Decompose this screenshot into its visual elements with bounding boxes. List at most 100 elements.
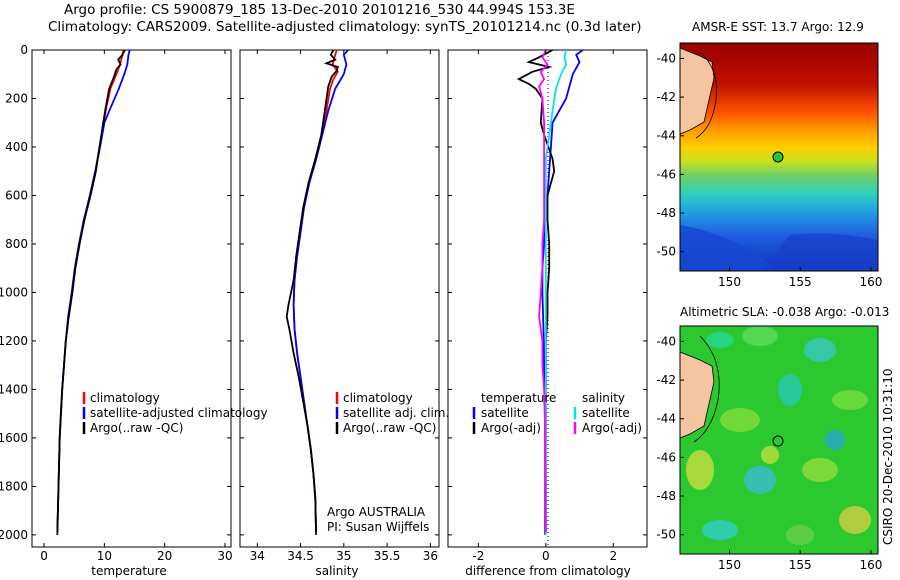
sla-map-axes (679, 325, 879, 555)
pi-annotation: PI: Susan Wijffels (327, 520, 429, 534)
temperature-xlabel: temperature (91, 564, 166, 578)
map-y-tick-label: -46 (656, 167, 676, 181)
map-y-tick-label: -40 (656, 334, 676, 348)
salinity-legend: climatology satellite adj. clim. Argo(..… (335, 391, 449, 435)
series-line-satellite-adjusted-climatology (56, 50, 131, 535)
map-y-tick-label: -50 (656, 245, 676, 259)
map-y-tick-label: -50 (656, 528, 676, 542)
salinity-axes (239, 49, 440, 548)
sla-anomaly-blob (832, 390, 868, 410)
salinity-xlabel: salinity (315, 564, 358, 578)
sla-anomaly-blob (778, 374, 802, 406)
sla-anomaly-blob (804, 338, 836, 362)
y-tick-label: 1200 (0, 334, 28, 348)
map-y-tick-label: -40 (656, 51, 676, 65)
legend-entry: Argo(..raw -QC) (343, 421, 436, 435)
map-y-tick-label: -42 (656, 373, 676, 387)
y-tick-label: 2000 (0, 528, 28, 542)
sla-anomaly-blob (825, 430, 845, 450)
sla-anomaly-blob (686, 450, 714, 490)
temperature-series-layer (56, 50, 131, 535)
y-tick-label: 800 (5, 237, 28, 251)
x-tick-label: 36 (423, 549, 438, 563)
y-tick-label: 200 (5, 91, 28, 105)
temperature-axes (31, 49, 232, 548)
legend-group-title: salinity (582, 391, 625, 405)
cold-tongue (760, 233, 878, 271)
map-x-tick-label: 160 (859, 558, 882, 572)
y-tick-label: 1000 (0, 285, 28, 299)
sla-anomaly-blob (802, 458, 838, 482)
salinity-series-layer (285, 50, 349, 535)
x-tick-label: 34.5 (287, 549, 314, 563)
contour-line (693, 335, 720, 443)
map-x-tick-label: 155 (789, 275, 812, 289)
difference-xlabel: difference from climatology (465, 564, 631, 578)
map-y-tick-label: -48 (656, 206, 676, 220)
legend-entry: satellite (582, 406, 630, 420)
x-tick-label: 0 (542, 549, 550, 563)
legend-entry: Argo(-adj) (481, 421, 541, 435)
map-x-tick-label: 150 (718, 558, 741, 572)
chart-title-line1: Argo profile: CS 5900879_185 13-Dec-2010… (64, 2, 575, 18)
x-tick-label: -2 (472, 549, 484, 563)
difference-series-layer (516, 50, 584, 535)
series-line-salinity-argo-adj- (538, 50, 549, 533)
cold-tongue (680, 225, 775, 271)
difference-axes (447, 49, 648, 548)
map-y-tick-label: -46 (656, 450, 676, 464)
series-line-climatology (292, 50, 339, 535)
sla-anomaly-blob (720, 408, 760, 432)
map-x-tick-label: 160 (859, 275, 882, 289)
y-tick-label: 600 (5, 188, 28, 202)
sst-map (679, 42, 879, 272)
legend-entry: climatology (343, 391, 413, 405)
map-y-tick-label: -44 (656, 412, 676, 426)
map-y-tick-label: -44 (656, 129, 676, 143)
legend-entry: satellite-adjusted climatology (90, 406, 268, 420)
x-tick-label: 34 (250, 549, 265, 563)
series-line-argo-raw-qc- (285, 50, 339, 533)
sla-anomaly-blob (786, 525, 814, 545)
y-tick-label: 1800 (0, 479, 28, 493)
legend-entry: climatology (90, 391, 160, 405)
y-tick-label: 400 (5, 140, 28, 154)
contour-line (695, 51, 718, 139)
x-tick-label: 2 (609, 549, 617, 563)
land-tasmania (679, 47, 715, 135)
series-line-argo-raw-qc- (56, 50, 126, 533)
sst-map-title: AMSR-E SST: 13.7 Argo: 12.9 (692, 20, 864, 34)
argo-float-marker (772, 435, 784, 447)
land-tasmania (679, 351, 715, 439)
sla-anomaly-blob (706, 332, 734, 348)
chart-title-line2: Climatology: CARS2009. Satellite-adjuste… (48, 19, 642, 35)
x-tick-label: 0 (40, 549, 48, 563)
x-tick-label: 35.5 (374, 549, 401, 563)
difference-legend: temperature salinity satellite satellite… (472, 391, 642, 435)
map-y-tick-label: -42 (656, 90, 676, 104)
legend-entry: Argo(-adj) (582, 421, 642, 435)
sla-anomaly-blob (742, 326, 778, 346)
sla-anomaly-blob (744, 466, 776, 494)
series-line-climatology (56, 50, 125, 535)
map-y-tick-label: -48 (656, 489, 676, 503)
map-x-tick-label: 150 (718, 275, 741, 289)
x-tick-label: 10 (97, 549, 112, 563)
temperature-legend: climatology satellite-adjusted climatolo… (82, 391, 268, 435)
x-tick-label: 20 (157, 549, 172, 563)
sla-anomaly-blob (839, 506, 871, 534)
legend-entry: Argo(..raw -QC) (90, 421, 183, 435)
y-tick-label: 0 (20, 43, 28, 57)
argo-float-marker (772, 151, 784, 163)
series-line-temperature-argo-adj- (516, 50, 556, 533)
legend-entry: satellite (481, 406, 529, 420)
series-line-salinity-satellite (544, 50, 568, 535)
x-tick-label: 35 (336, 549, 351, 563)
series-line-satellite-adj-clim- (292, 50, 349, 535)
y-tick-label: 1400 (0, 382, 28, 396)
legend-entry: satellite adj. clim. (343, 406, 449, 420)
sst-map-axes (679, 42, 879, 272)
sla-anomaly-blob (761, 446, 779, 464)
legend-group-title: temperature (481, 391, 556, 405)
